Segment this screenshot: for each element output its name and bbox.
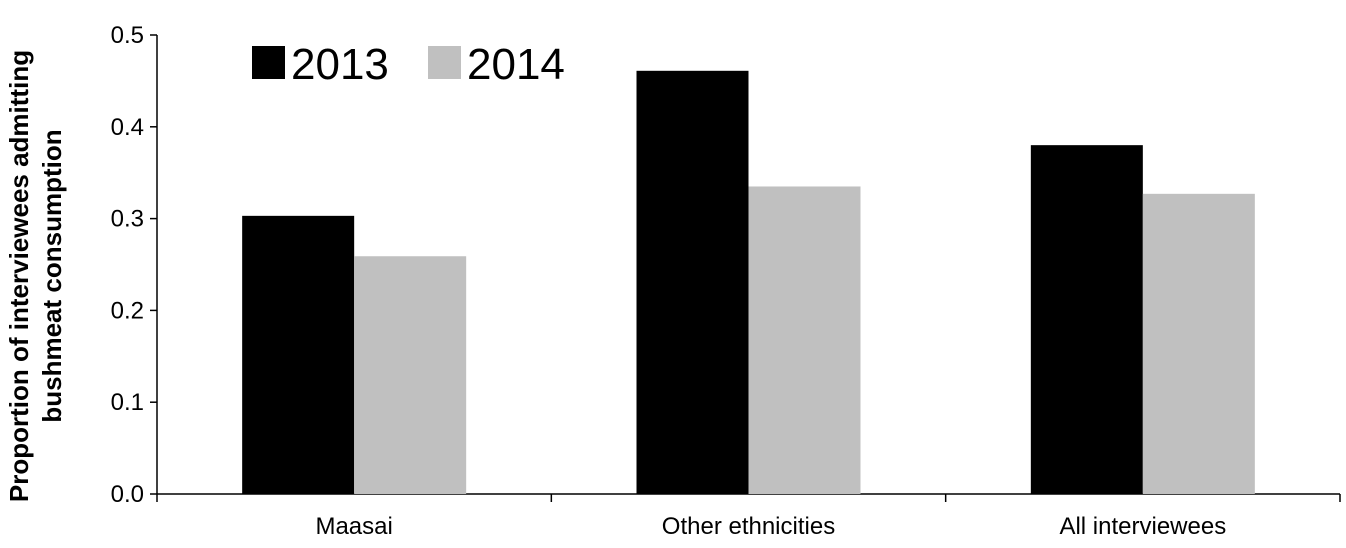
y-tick-label: 0.3 [111,206,144,233]
bar-all-interviewees-2013 [1030,145,1143,494]
bar-other-ethnicities-2014 [748,186,861,494]
y-tick-label: 0.5 [111,22,144,49]
bar-other-ethnicities-2013 [636,70,749,494]
legend-label-2014: 2014 [467,40,565,89]
legend-swatch-2014 [428,46,461,79]
y-tick-label: 0.1 [111,389,144,416]
x-category-label: All interviewees [1059,513,1226,540]
y-axis-title-line-1: Proportion of interviewees admitting [4,50,34,502]
bar-maasai-2013 [242,215,355,494]
y-tick-label: 0.0 [111,481,144,508]
x-category-label: Maasai [315,513,392,540]
legend-swatch-2013 [252,46,285,79]
category-labels: Maasai Other ethnicities All interviewees [315,513,1226,540]
y-tick-label: 0.4 [111,114,144,141]
plot-area: 0.0 0.1 0.2 0.3 0.4 0.5 Maasai Other ethniciti… [111,22,1341,540]
legend-label-2013: 2013 [291,40,389,89]
legend: 2013 2014 [252,40,565,89]
y-axis-ticks: 0.0 0.1 0.2 0.3 0.4 0.5 [111,22,157,508]
y-axis-title-line-2: bushmeat consumption [37,129,67,422]
x-axis-ticks [156,494,1341,502]
bars [242,70,1255,494]
y-tick-label: 0.2 [111,297,144,324]
bar-all-interviewees-2014 [1142,193,1255,494]
bar-maasai-2014 [354,256,467,494]
x-category-label: Other ethnicities [662,513,835,540]
